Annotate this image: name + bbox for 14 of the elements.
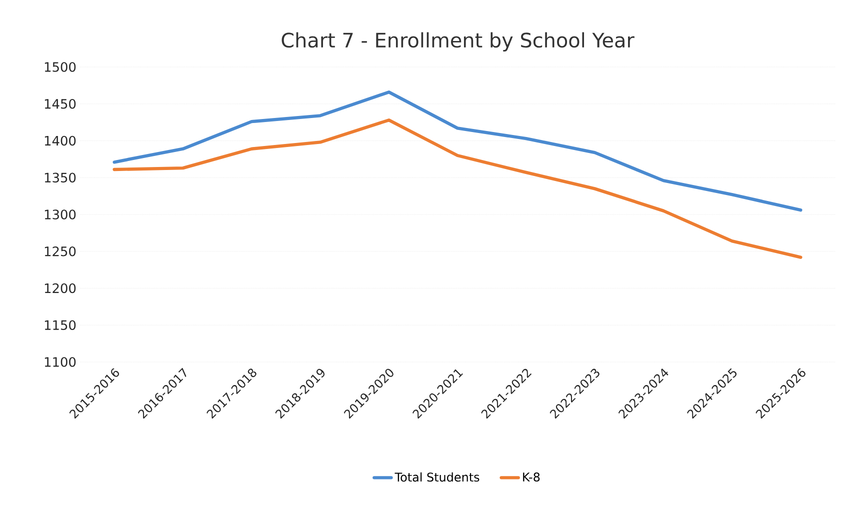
y-tick-label: 1300	[44, 210, 76, 220]
y-tick-label: 1200	[44, 283, 76, 294]
line-series	[112, 118, 802, 259]
y-tick-label: 1350	[44, 172, 76, 183]
chart-title: Chart 7 - Enrollment by School Year	[282, 32, 634, 52]
line-series	[112, 90, 802, 212]
legend-label: Total Students	[394, 472, 480, 482]
legend-label: K-8	[523, 472, 540, 482]
y-tick-label: 1400	[44, 136, 76, 146]
y-tick-label: 1150	[44, 320, 76, 330]
y-tick-label: 1450	[44, 98, 76, 109]
y-tick-label: 1250	[44, 246, 76, 256]
y-tick-label: 1100	[44, 357, 76, 367]
y-tick-label: 1500	[44, 62, 76, 72]
